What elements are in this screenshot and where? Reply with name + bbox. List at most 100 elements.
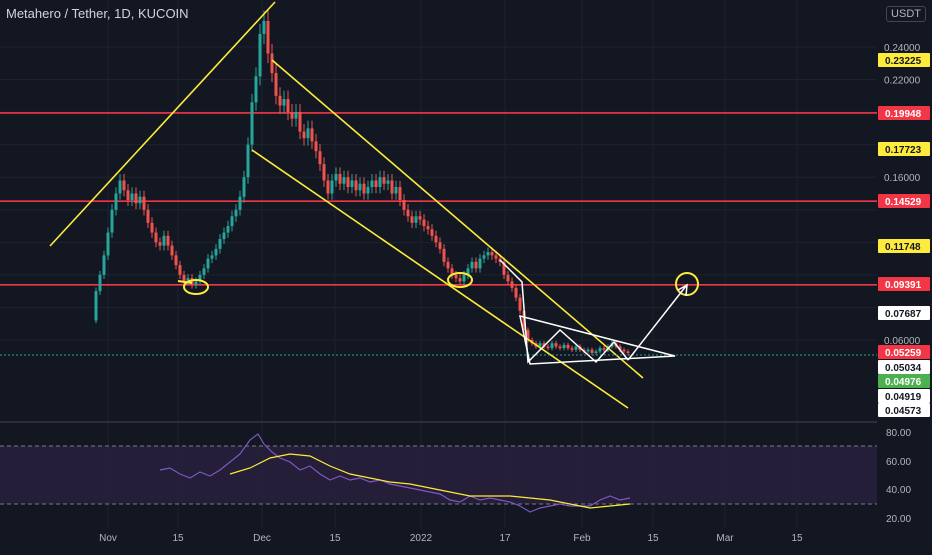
candle-body [270, 53, 274, 74]
candle-body [546, 346, 550, 349]
candle-body [370, 180, 374, 187]
rsi-tick-label: 40.00 [886, 485, 911, 496]
candle-body [466, 268, 470, 275]
projection-breakout[interactable] [627, 285, 687, 361]
candle-body [402, 200, 406, 210]
candle-body [558, 346, 562, 349]
trendlines[interactable] [49, 1, 644, 409]
projection-zigzag[interactable] [499, 259, 629, 364]
marker-circle-2[interactable] [447, 272, 473, 288]
candle-body [118, 180, 122, 194]
candle-body [598, 348, 602, 352]
candle-body [346, 177, 350, 187]
price-badge-bg [878, 106, 930, 120]
candle-body [342, 177, 346, 184]
price-badge-bg [878, 345, 930, 359]
candle-body [138, 196, 142, 204]
time-tick-label: 17 [499, 533, 511, 544]
price-badge-label: 0.19948 [885, 109, 922, 120]
candle-body [310, 128, 314, 142]
projection-drawing[interactable] [499, 259, 688, 365]
candle-body [542, 343, 546, 347]
candle-body [442, 248, 446, 262]
currency-selector[interactable]: USDT [886, 6, 926, 22]
time-axis[interactable]: Nov 15 Dec 15 2022 17 Feb 15 Mar 15 [99, 533, 803, 544]
candle-body [490, 252, 494, 256]
rsi-axis[interactable]: 80.00 60.00 40.00 20.00 [886, 428, 911, 525]
price-badge-label: 0.05259 [885, 348, 922, 359]
candle-body [422, 219, 426, 227]
candle-body [282, 99, 286, 106]
candle-body [426, 226, 430, 230]
time-tick-label: 15 [647, 533, 659, 544]
marker-circle-1[interactable] [183, 279, 209, 295]
horizontal-levels[interactable] [0, 112, 877, 286]
trendline-channel-top[interactable] [271, 59, 644, 379]
candle-body [190, 278, 194, 285]
candle-body [318, 151, 322, 165]
candle-body [434, 235, 438, 243]
candle-body [134, 193, 138, 204]
candle-body [430, 229, 434, 236]
candle-body [226, 226, 230, 233]
candle-body [250, 102, 254, 145]
price-axis[interactable]: 0.24000 0.22000 0.16000 0.06000 0.23225 0.199… [877, 0, 932, 550]
candle-body [338, 173, 342, 184]
marker-circle-target[interactable] [675, 272, 699, 296]
candle-body [358, 183, 362, 191]
triangle-pattern[interactable] [519, 314, 676, 365]
candle-body [494, 255, 498, 259]
time-tick-label: Nov [99, 533, 117, 544]
candle-body [222, 232, 226, 240]
candle-body [194, 281, 198, 285]
candle-body [294, 112, 298, 119]
time-tick-label: 2022 [410, 533, 433, 544]
trendline-channel-bottom[interactable] [251, 149, 629, 409]
candle-body [154, 232, 158, 243]
price-axis-bg [877, 0, 932, 550]
candle-body [234, 209, 238, 217]
candle-body [274, 73, 278, 96]
price-badge-bg [878, 360, 930, 374]
candle-body [398, 186, 402, 201]
candle-body [382, 177, 386, 184]
trendline-ascending[interactable] [49, 1, 276, 247]
candle-body [514, 287, 518, 298]
candle-body [502, 261, 506, 275]
rsi-ma-line [229, 453, 631, 509]
candle-body [538, 343, 542, 347]
price-badge-bg [878, 277, 930, 291]
candle-body [562, 344, 566, 349]
candlesticks [94, 10, 630, 356]
candle-body [574, 346, 578, 350]
candle-body [410, 216, 414, 223]
candle-body [386, 180, 390, 184]
candle-body [306, 128, 310, 139]
candle-body [290, 112, 294, 119]
candle-body [458, 278, 462, 282]
candle-body [446, 261, 450, 269]
candle-body [238, 196, 242, 210]
candle-body [334, 173, 338, 181]
candle-body [170, 245, 174, 256]
price-badge-bg [878, 306, 930, 320]
price-badge-bg [878, 389, 930, 403]
candle-body [518, 297, 522, 311]
time-tick-label: 15 [172, 533, 184, 544]
candle-body [198, 274, 202, 282]
candle-body [618, 346, 622, 350]
candle-body [278, 95, 282, 106]
candle-body [146, 209, 150, 223]
candle-body [258, 33, 262, 77]
candle-body [394, 186, 398, 194]
price-badge-label: 0.04573 [885, 406, 922, 417]
candle-body [594, 351, 598, 354]
price-tick-label: 0.22000 [884, 76, 921, 87]
candle-body [322, 164, 326, 181]
candle-body [186, 278, 190, 282]
candle-body [202, 268, 206, 275]
candle-body [302, 131, 306, 139]
highlight-markers[interactable] [177, 272, 699, 296]
